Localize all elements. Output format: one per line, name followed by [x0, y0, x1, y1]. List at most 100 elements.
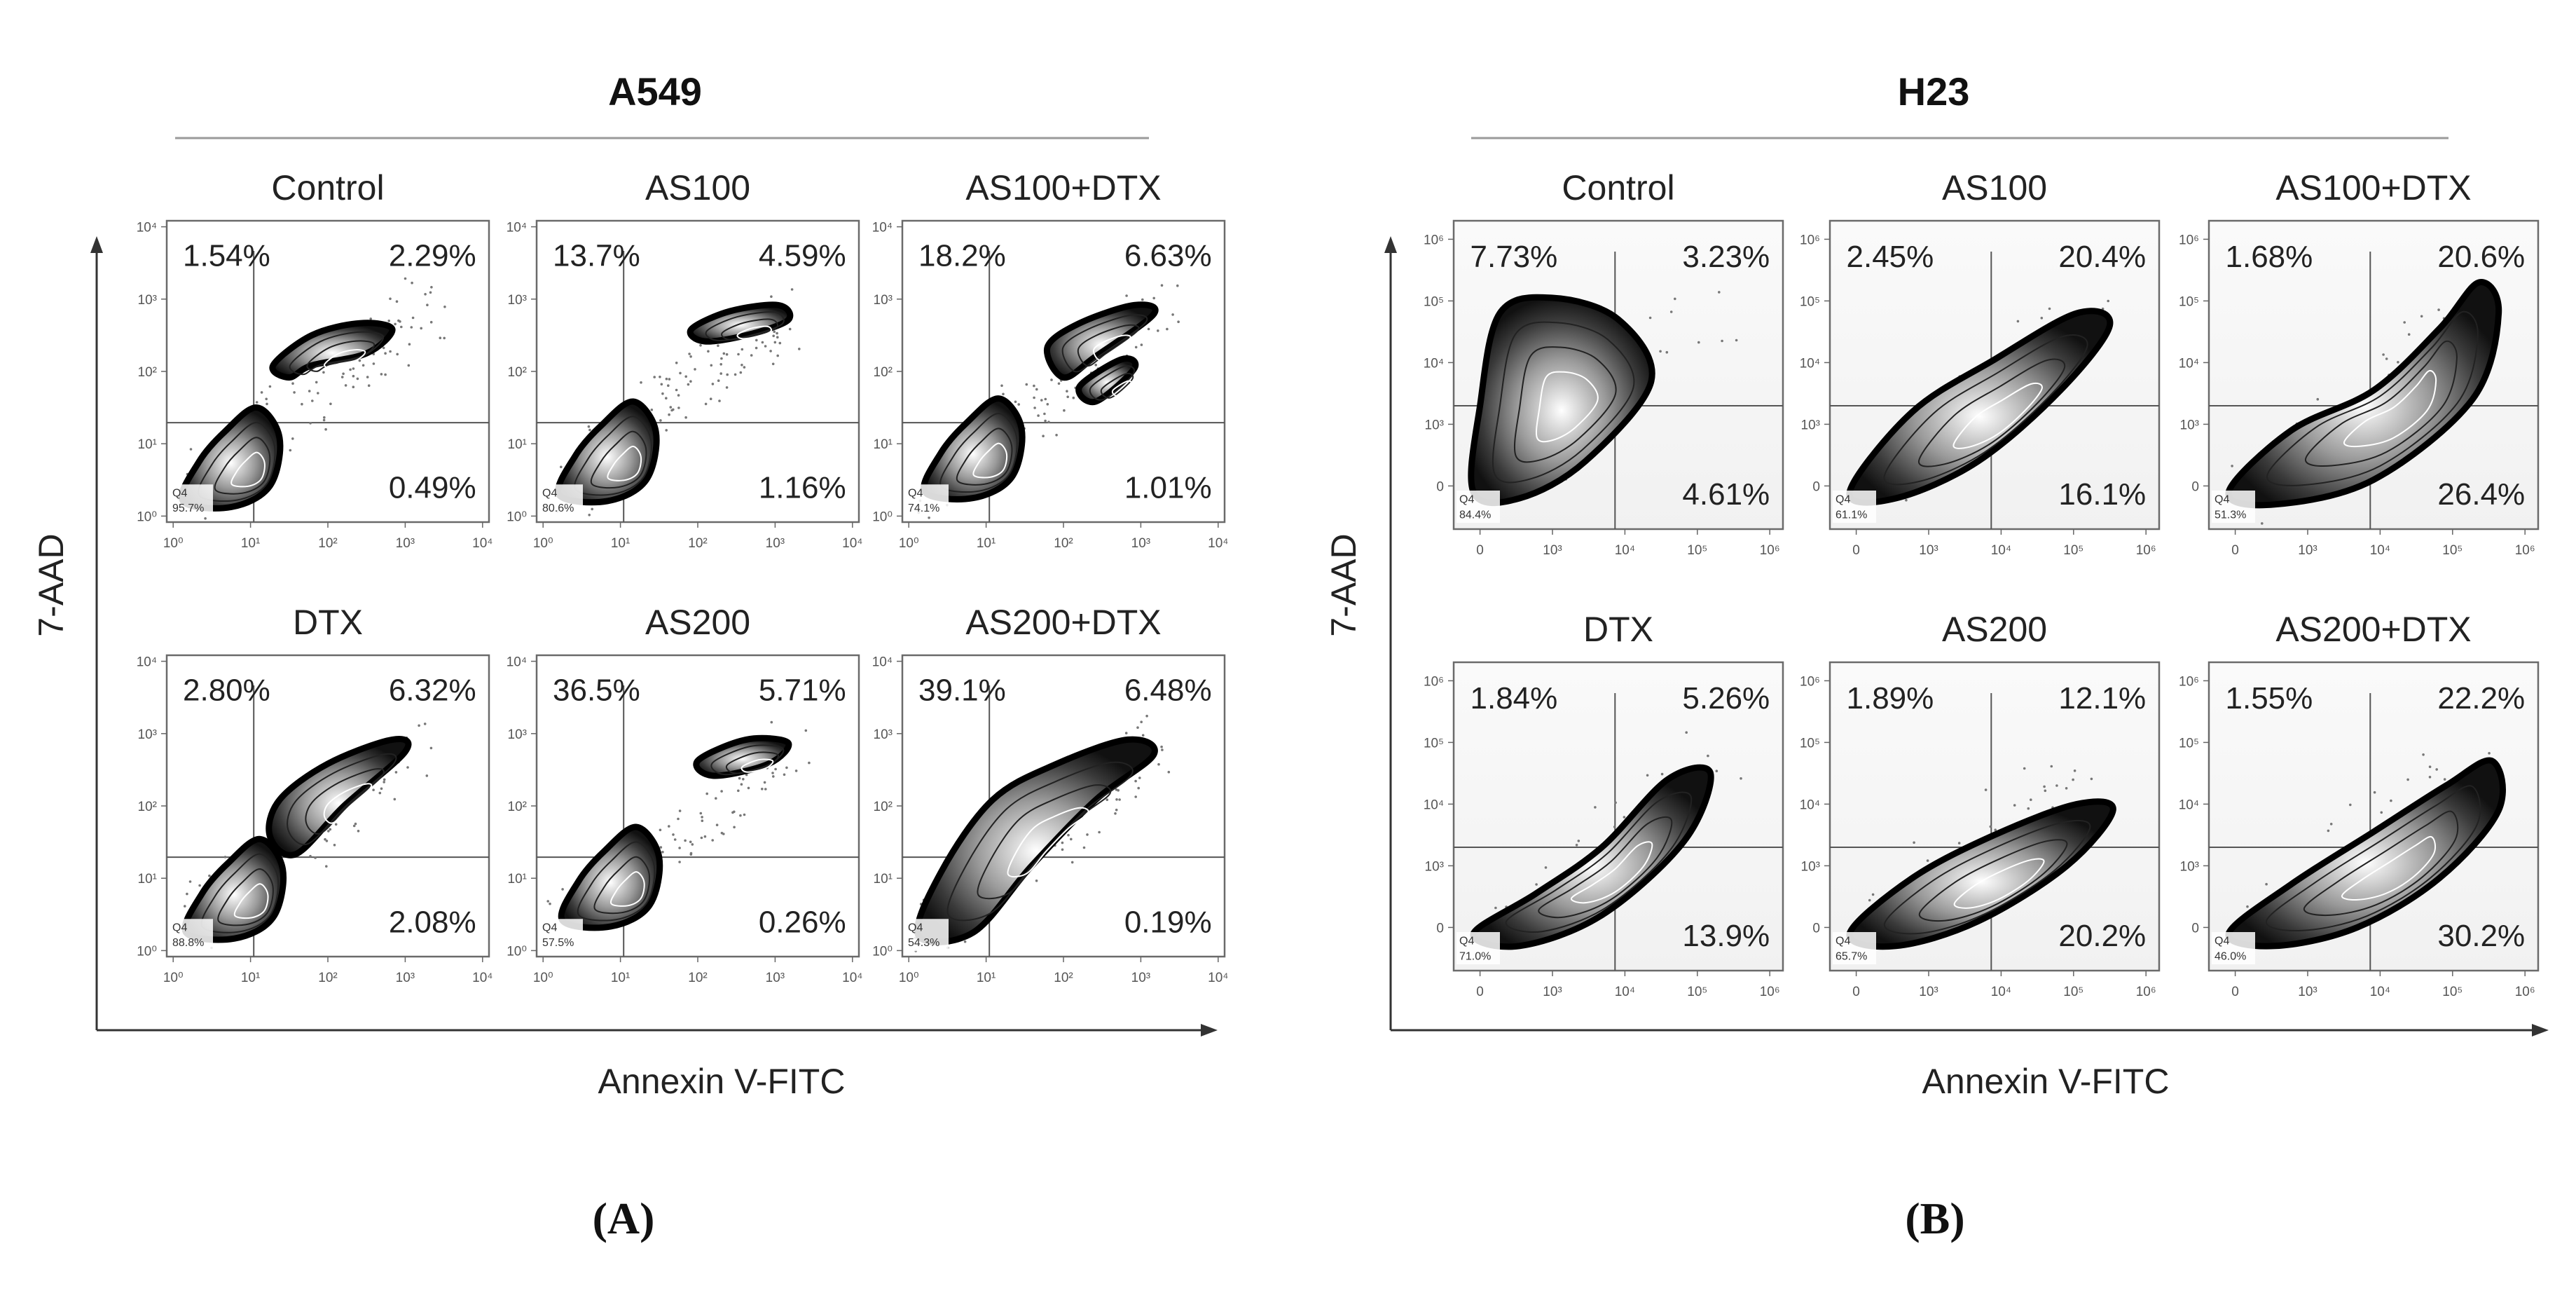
q1-percent: 1.84% — [1470, 681, 1558, 716]
q4-label: Q4 — [908, 922, 923, 933]
event-dot — [1070, 837, 1073, 841]
event-dot — [1157, 762, 1160, 766]
event-dot — [778, 341, 782, 345]
event-dot — [2044, 789, 2047, 793]
event-dot — [659, 419, 662, 422]
event-dot — [659, 376, 661, 378]
event-dot — [804, 729, 808, 732]
q4-label-box — [905, 484, 949, 517]
event-dot — [1613, 826, 1616, 828]
density-ring — [710, 744, 785, 776]
event-dot — [1014, 400, 1017, 404]
event-dot — [382, 346, 385, 350]
density-ring — [721, 318, 778, 341]
x-tick-label: 10⁰ — [899, 536, 919, 551]
x-tick-label: 10⁰ — [533, 971, 553, 985]
q4-label-box — [170, 484, 213, 517]
event-dot — [710, 364, 713, 367]
q2-percent: 20.4% — [2058, 240, 2146, 274]
event-dot — [311, 399, 314, 402]
plot-title: DTX — [1583, 610, 1653, 649]
event-dot — [1544, 866, 1548, 869]
event-dot — [1117, 789, 1120, 792]
density-ring — [233, 883, 269, 919]
q3-percent: 26.4% — [2437, 477, 2525, 512]
y-tick-label: 10⁴ — [137, 655, 157, 670]
q4-percent: 65.7% — [1835, 951, 1867, 963]
event-dot — [1115, 798, 1118, 801]
y-tick-label: 10³ — [2180, 859, 2199, 874]
y-tick-label: 10⁴ — [872, 655, 893, 670]
q4-label-box — [1833, 932, 1876, 964]
event-dot — [739, 371, 743, 374]
event-dot — [1134, 345, 1138, 349]
event-dot — [443, 336, 446, 340]
panel-title: A549 — [608, 69, 702, 114]
density-ring — [1111, 380, 1133, 397]
q4-percent: 84.4% — [1459, 509, 1491, 521]
event-dot — [2090, 777, 2093, 781]
event-dot — [1905, 498, 1908, 502]
event-dot — [2385, 357, 2388, 360]
y-tick-label: 10³ — [1801, 418, 1820, 432]
event-dot — [384, 373, 387, 376]
q2-percent: 5.26% — [1682, 681, 1770, 716]
x-axis-label: Annexin V-FITC — [1922, 1062, 2170, 1101]
y-tick-label: 10⁴ — [2179, 356, 2199, 371]
event-dot — [1659, 350, 1662, 353]
event-dot — [659, 846, 663, 849]
event-dot — [1094, 364, 1097, 367]
density-ring — [230, 451, 266, 488]
x-tick-label: 10⁴ — [1991, 543, 2011, 558]
event-dot — [709, 397, 712, 400]
y-tick-label: 10² — [874, 800, 893, 814]
event-dot — [309, 854, 312, 858]
event-dot — [407, 364, 411, 367]
event-dot — [761, 341, 764, 344]
q3-percent: 0.49% — [389, 471, 476, 505]
event-dot — [1066, 395, 1069, 399]
event-dot — [429, 320, 433, 324]
event-dot — [1648, 316, 1652, 320]
panel-letter: (A) — [593, 1193, 655, 1243]
event-dot — [322, 371, 325, 374]
event-dot — [2437, 308, 2440, 311]
density-contour — [921, 395, 1026, 502]
density-ring — [1089, 365, 1135, 401]
event-dot — [1035, 388, 1038, 391]
event-dot — [1017, 403, 1020, 406]
event-dot — [740, 783, 743, 786]
event-dot — [687, 383, 690, 386]
q4-label-box — [170, 919, 213, 952]
y-tick-label: 10¹ — [508, 437, 527, 452]
event-dot — [715, 797, 717, 800]
event-dot — [1082, 846, 1086, 849]
x-tick-label: 10⁴ — [842, 971, 862, 985]
event-dot — [309, 422, 312, 425]
density-ring — [2266, 310, 2479, 486]
event-dot — [1669, 310, 1673, 313]
y-tick-label: 10⁴ — [507, 655, 527, 670]
event-dot — [2316, 397, 2320, 401]
event-dot — [317, 392, 319, 395]
y-tick-label: 10⁰ — [507, 509, 527, 524]
event-dot — [424, 293, 427, 296]
event-dot — [1740, 777, 1742, 780]
q4-percent: 57.5% — [542, 937, 574, 949]
event-dot — [425, 774, 429, 777]
event-dot — [650, 409, 654, 411]
event-dot — [352, 374, 355, 378]
x-tick-label: 10⁴ — [1615, 985, 1635, 999]
x-tick-label: 10² — [1054, 536, 1073, 551]
event-dot — [1984, 788, 1988, 791]
event-dot — [668, 825, 670, 828]
event-dot — [324, 427, 327, 431]
event-dot — [700, 836, 703, 840]
event-dot — [763, 781, 766, 784]
event-dot — [770, 295, 773, 299]
event-dot — [354, 822, 357, 826]
event-dot — [677, 817, 680, 821]
x-tick-label: 10⁵ — [2442, 985, 2463, 999]
flow-plot: DTX 1.84% 5.26% 13.9% Q4 71.0% 0 10³ 10⁴ 10⁵ 10⁶ 0 1… — [1424, 610, 1784, 999]
event-dot — [689, 840, 692, 844]
